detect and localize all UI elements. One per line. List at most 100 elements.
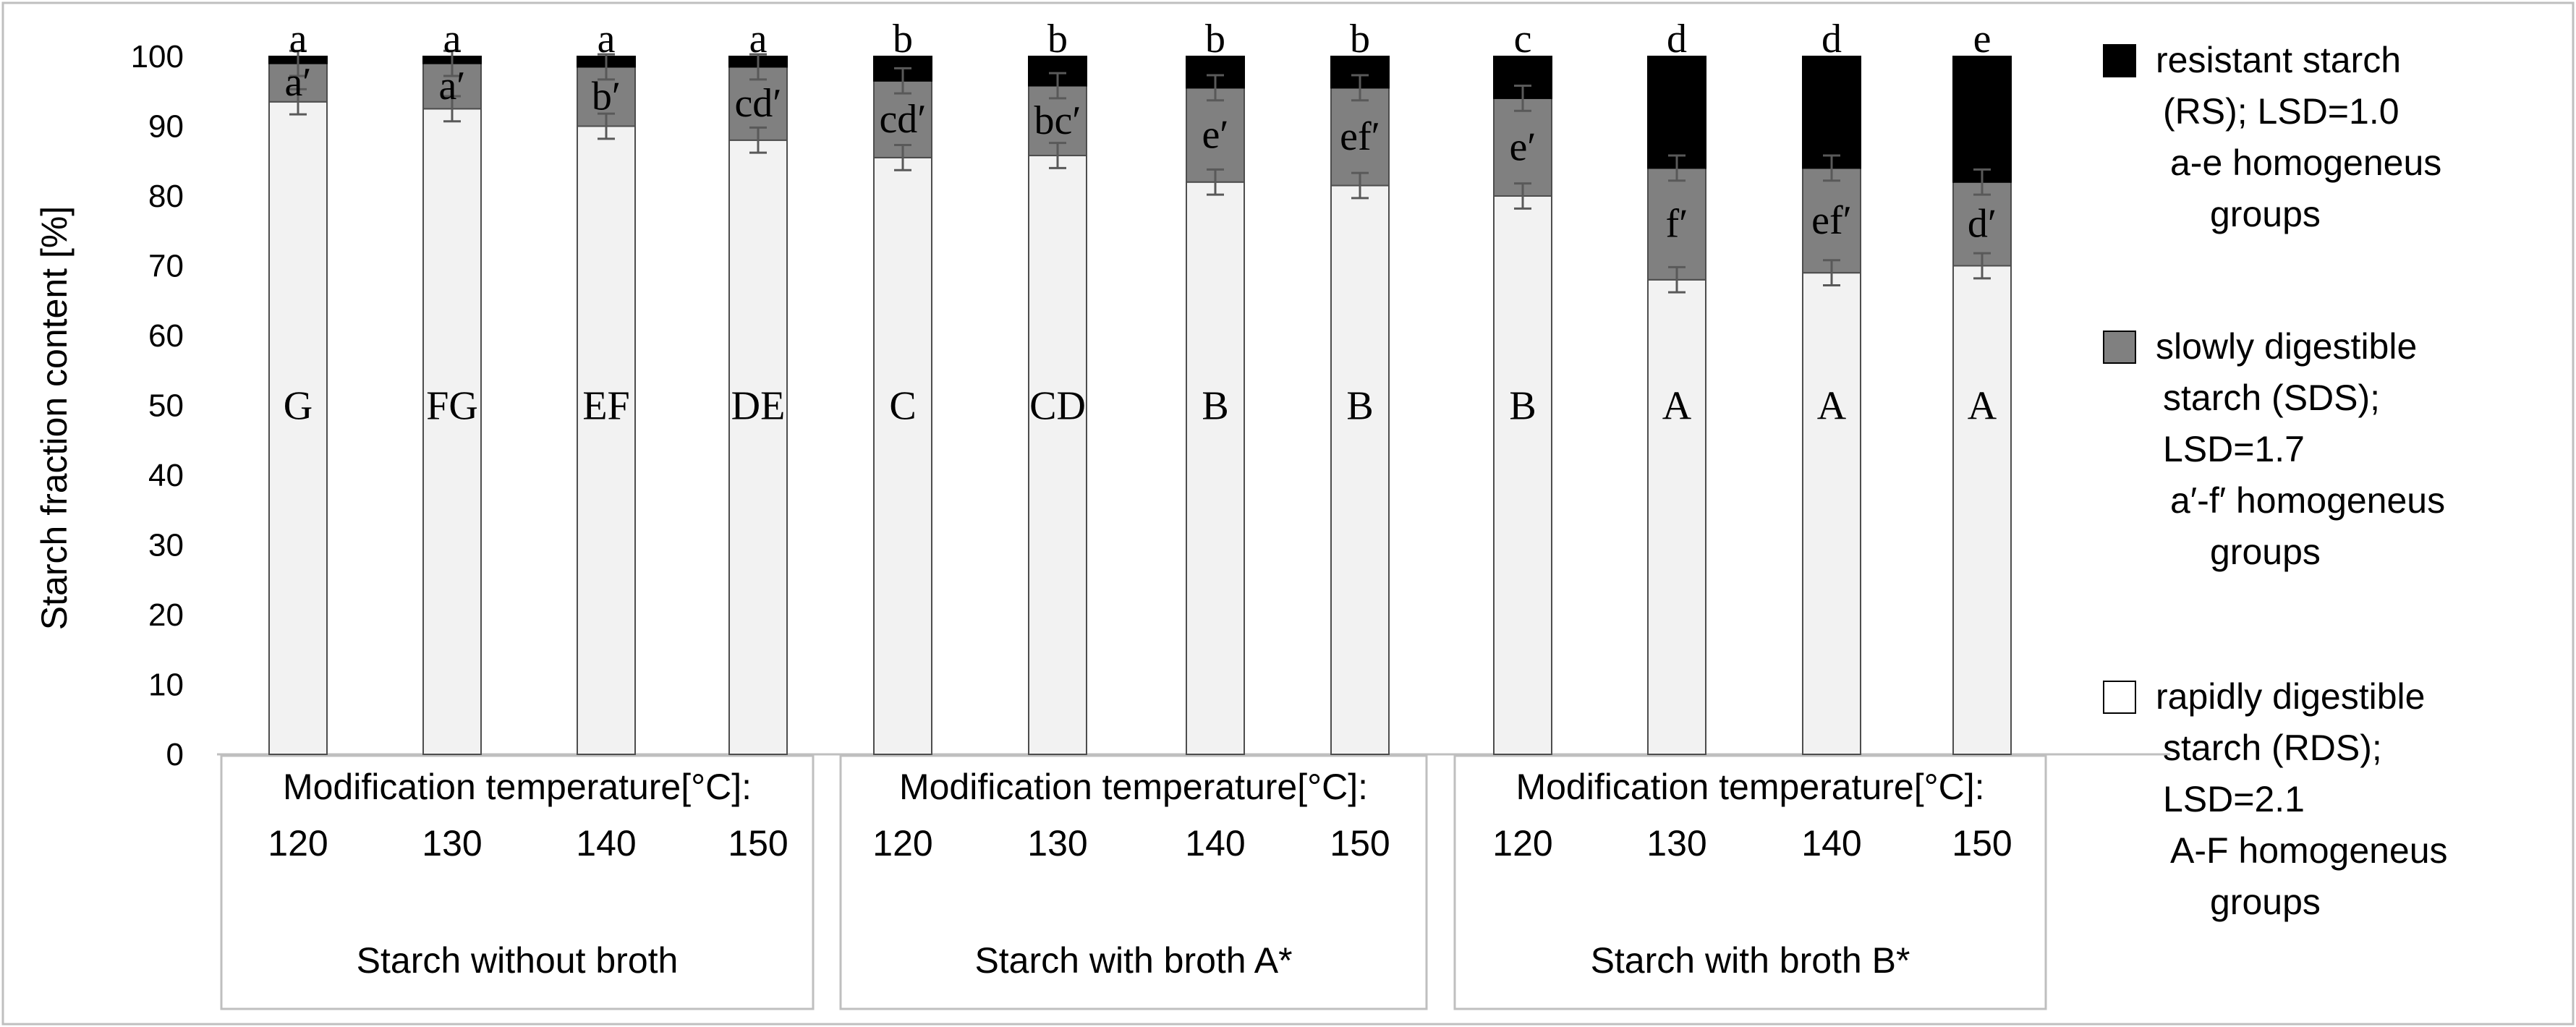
legend-label: A-F homogeneus: [2170, 830, 2448, 871]
sds-group-letter: f′: [1666, 202, 1688, 247]
legend-item-sds: slowly digestible starch (SDS); LSD=1.7 a′-…: [2103, 326, 2445, 572]
legend-item-rs: resistant starch (RS); LSD=1.0 a-e homogen…: [2103, 40, 2441, 234]
legend-swatch: [2103, 44, 2136, 77]
rs-group-letter: b: [1350, 17, 1370, 61]
rds-group-letter: G: [284, 384, 313, 429]
rds-group-letter: EF: [582, 384, 629, 429]
legend-label: a′-f′ homogeneus: [2170, 480, 2445, 521]
rs-group-letter: a: [749, 17, 768, 61]
rds-bar: [1802, 272, 1861, 755]
rs-group-letter: b: [893, 17, 913, 61]
legend-label: LSD=2.1: [2163, 779, 2305, 819]
legend-label: (RS); LSD=1.0: [2163, 91, 2399, 132]
y-tick-label: 80: [148, 179, 184, 214]
rds-bar: [1186, 181, 1245, 755]
rds-bar: [1493, 195, 1552, 755]
bar-stack: aa′ FG: [422, 17, 482, 755]
sds-bar: [1493, 97, 1552, 197]
x-tick-label: 130: [1027, 823, 1087, 864]
x-axis-group-name: Starch with broth B*: [1591, 940, 1910, 981]
bar-stack: aa′ G: [268, 17, 328, 756]
bar-stack: b e′ B: [1186, 17, 1245, 755]
rs-bar: [1802, 56, 1861, 169]
rs-group-letter: c: [1514, 17, 1532, 61]
rds-group-letter: A: [1817, 384, 1847, 429]
x-axis-group-name: Starch with broth A*: [974, 940, 1292, 981]
bar-stack: d f′ A: [1647, 17, 1706, 755]
y-axis-title: Starch fraction content [%]: [34, 206, 75, 630]
sds-group-letter: a′: [438, 64, 465, 108]
rds-bar: [1952, 265, 2012, 755]
sds-group-letter: bc′: [1034, 98, 1081, 143]
x-axis-group-title: Modification temperature[°C]:: [1516, 767, 1984, 807]
legend-label: groups: [2210, 194, 2321, 234]
sds-group-letter: e′: [1202, 113, 1228, 158]
sds-group-letter: cd′: [879, 97, 926, 142]
bar-stack: b cd′ C: [873, 17, 932, 756]
rs-group-letter: d: [1667, 17, 1687, 61]
rs-group-letter: d: [1822, 17, 1842, 61]
rds-group-letter: B: [1202, 384, 1228, 429]
rs-group-letter: a: [289, 17, 307, 61]
rds-group-letter: B: [1509, 384, 1536, 429]
y-tick-label: 90: [148, 109, 184, 145]
bar-stack: c e′ B: [1493, 17, 1552, 755]
y-tick-label: 50: [148, 388, 184, 424]
sds-group-letter: cd′: [734, 81, 781, 126]
y-tick-label: 0: [166, 737, 184, 772]
x-tick-label: 150: [728, 823, 788, 864]
x-tick-label: 130: [422, 823, 482, 864]
x-tick-label: 150: [1330, 823, 1390, 864]
x-tick-label: 140: [1801, 823, 1861, 864]
sds-bar: [1186, 87, 1245, 183]
sds-bar: [1952, 181, 2012, 267]
bar-stack: b ef′ B: [1330, 17, 1390, 755]
group-box: [220, 754, 815, 1010]
rs-bar: [1186, 56, 1245, 89]
x-tick-label: 140: [576, 823, 636, 864]
bar-stack: d ef′ A: [1802, 17, 1861, 755]
y-tick-label: 100: [131, 39, 184, 74]
sds-group-letter: ef′: [1811, 198, 1852, 243]
sds-bar: [1647, 167, 1706, 281]
legend-swatch: [2103, 331, 2136, 364]
legend-label: starch (SDS);: [2163, 378, 2380, 418]
bar-stack: e d′ A: [1952, 17, 2012, 755]
rds-group-letter: B: [1346, 384, 1373, 429]
rs-group-letter: a: [443, 17, 462, 61]
group-box: [1453, 754, 2047, 1010]
rs-group-letter: b: [1205, 17, 1225, 61]
group-box: [839, 754, 1428, 1010]
x-tick-label: 120: [268, 823, 328, 864]
y-tick-label: 40: [148, 458, 184, 493]
rds-group-letter: DE: [731, 384, 786, 429]
y-tick-label: 30: [148, 528, 184, 563]
rs-bar: [1952, 56, 2012, 183]
legend-item-rds: rapidly digestible starch (RDS); LSD=2.1 A-…: [2103, 676, 2448, 922]
rds-group-letter: C: [889, 384, 916, 429]
x-tick-label: 120: [872, 823, 932, 864]
rds-bar: [728, 139, 788, 756]
sds-group-letter: d′: [1968, 202, 1997, 247]
y-tick-label: 10: [148, 668, 184, 703]
bars: aa′Gaa′FGab′EFacd′DEbcd′Cbbc′CDbe′Bbef′B…: [268, 17, 2012, 756]
y-tick-label: 60: [148, 318, 184, 354]
x-axis-group-name: Starch without broth: [357, 940, 679, 981]
sds-group-letter: b′: [592, 74, 621, 119]
legend-label: groups: [2210, 532, 2321, 572]
legend-label: rapidly digestible: [2156, 676, 2425, 717]
rds-bar: [422, 108, 482, 755]
rds-bar: [577, 125, 636, 755]
bar-stack: a cd′ DE: [728, 17, 788, 756]
legend-label: a-e homogeneus: [2170, 142, 2441, 183]
group-boxes: Modification temperature[°C]: 120 130 140 15…: [220, 754, 2047, 1010]
rds-group-letter: A: [1662, 384, 1692, 429]
legend: resistant starch (RS); LSD=1.0 a-e homogen…: [2103, 40, 2448, 922]
rds-group-letter: CD: [1029, 384, 1086, 429]
rs-bar: [1647, 56, 1706, 169]
rds-bar: [873, 156, 932, 756]
sds-group-letter: e′: [1509, 124, 1536, 169]
rds-bar: [1647, 278, 1706, 755]
